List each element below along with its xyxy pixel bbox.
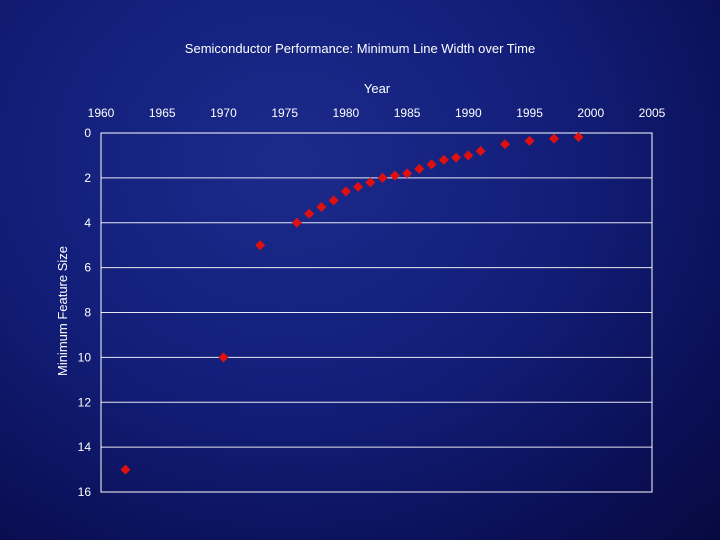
data-point-1986 — [414, 163, 425, 174]
data-point-1999 — [573, 132, 584, 143]
x-tick-1980: 1980 — [333, 106, 360, 120]
x-tick-1985: 1985 — [394, 106, 421, 120]
grid-layer — [101, 177, 652, 448]
x-tick-1965: 1965 — [149, 106, 176, 120]
data-points — [120, 132, 584, 475]
y-tick-14: 14 — [78, 440, 92, 454]
data-point-1970 — [218, 352, 229, 363]
data-point-1989 — [451, 152, 462, 163]
data-point-1990 — [463, 150, 474, 161]
x-tick-1995: 1995 — [516, 106, 543, 120]
data-point-1978 — [316, 202, 327, 213]
x-tick-labels: 1960 1965 1970 1975 1980 1985 1990 1995 2000 2005 — [88, 106, 666, 120]
data-point-1993 — [500, 139, 511, 150]
x-tick-1975: 1975 — [271, 106, 298, 120]
plot-frame — [100, 132, 653, 493]
x-tick-1970: 1970 — [210, 106, 237, 120]
data-point-1983 — [377, 172, 388, 183]
data-point-1991 — [475, 145, 486, 156]
data-point-1987 — [426, 159, 437, 170]
data-point-1985 — [402, 168, 413, 179]
data-point-1962 — [120, 464, 131, 475]
data-point-1976 — [291, 217, 302, 228]
x-tick-2000: 2000 — [577, 106, 604, 120]
y-tick-labels: 0 2 4 6 8 10 12 14 16 — [78, 126, 92, 499]
data-point-1988 — [438, 154, 449, 165]
data-point-1979 — [328, 195, 339, 206]
data-point-1981 — [353, 181, 364, 192]
data-point-1980 — [340, 186, 351, 197]
x-axis-label: Year — [364, 81, 391, 96]
x-tick-1960: 1960 — [88, 106, 115, 120]
x-tick-1990: 1990 — [455, 106, 482, 120]
y-tick-0: 0 — [84, 126, 91, 140]
data-point-1977 — [304, 208, 315, 219]
chart-title: Semiconductor Performance: Minimum Line … — [185, 41, 535, 56]
y-tick-10: 10 — [78, 350, 92, 364]
y-tick-2: 2 — [84, 171, 91, 185]
y-tick-6: 6 — [84, 261, 91, 275]
data-point-1984 — [389, 170, 400, 181]
y-tick-4: 4 — [84, 216, 91, 230]
x-tick-2005: 2005 — [639, 106, 666, 120]
y-tick-12: 12 — [78, 395, 92, 409]
data-point-1973 — [255, 240, 266, 251]
y-axis-label: Minimum Feature Size — [55, 246, 70, 376]
y-tick-16: 16 — [78, 485, 92, 499]
data-point-1997 — [549, 133, 560, 144]
y-tick-8: 8 — [84, 306, 91, 320]
data-point-1995 — [524, 135, 535, 146]
data-point-1982 — [365, 177, 376, 188]
